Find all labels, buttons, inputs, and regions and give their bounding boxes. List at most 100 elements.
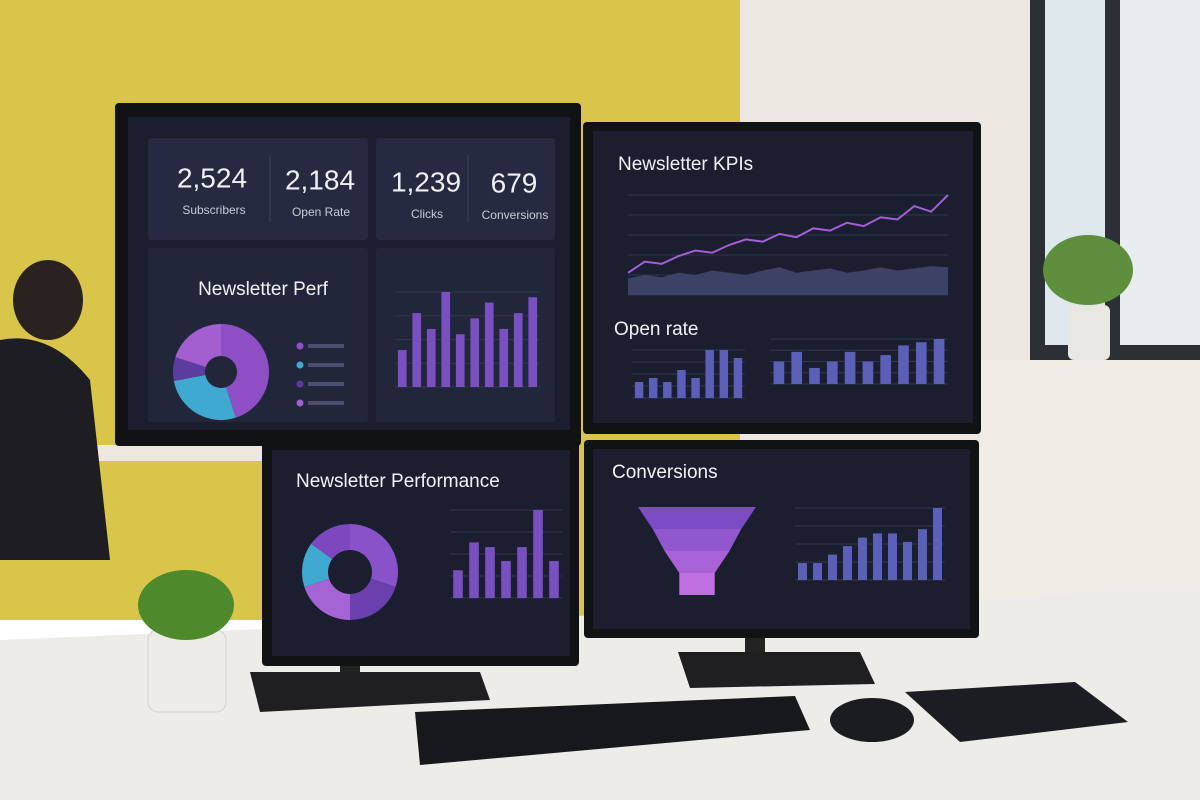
keyboard: [415, 696, 810, 765]
bar: [898, 345, 909, 384]
notebook: [905, 682, 1128, 742]
bar: [880, 355, 892, 384]
bar: [705, 350, 714, 398]
panel-title: Open rate: [614, 319, 699, 340]
bar: [549, 560, 559, 598]
legend-text: [308, 344, 344, 348]
screen: [593, 449, 970, 629]
window-pane: [1120, 0, 1200, 345]
bar: [828, 554, 837, 580]
bar: [773, 361, 785, 384]
bar: [933, 339, 945, 384]
pie-slice: [350, 524, 398, 587]
pie-slice: [173, 374, 236, 420]
panel-title: Conversions: [612, 462, 718, 483]
bar: [791, 351, 803, 384]
panel-title: Newsletter Perf: [198, 279, 329, 300]
bar: [844, 351, 856, 384]
bar: [858, 537, 867, 580]
bar: [412, 313, 422, 387]
plant: [138, 570, 234, 640]
plant: [1043, 235, 1133, 305]
bar: [918, 529, 927, 580]
bar: [933, 508, 942, 580]
funnel-step: [664, 551, 730, 573]
funnel-step: [679, 573, 715, 595]
bar: [798, 563, 807, 580]
bar: [826, 361, 838, 384]
bar: [915, 342, 927, 384]
kpi-label: Conversions: [482, 208, 549, 222]
kpi-label: Subscribers: [182, 203, 245, 217]
legend-text: [308, 401, 344, 405]
plant-pot: [1068, 305, 1110, 360]
pie-slice: [304, 578, 350, 620]
legend-dot: [296, 361, 304, 369]
bar: [453, 570, 463, 598]
bar: [426, 328, 436, 387]
person-head: [13, 260, 83, 340]
bar: [862, 361, 874, 384]
funnel-step: [638, 507, 756, 529]
plant-pot: [147, 629, 227, 713]
panel: [376, 248, 555, 422]
bar: [733, 358, 743, 398]
funnel-step: [652, 529, 742, 551]
stand-base: [250, 672, 490, 712]
kpi-value: 2,184: [285, 164, 355, 195]
bar: [528, 297, 538, 387]
bar: [485, 547, 495, 598]
pie-slice: [173, 357, 206, 381]
bar: [903, 541, 912, 580]
bar: [809, 367, 820, 384]
area: [628, 266, 948, 295]
sill: [980, 360, 1200, 620]
bar: [873, 533, 882, 580]
stand-base: [678, 652, 875, 688]
mouse: [830, 698, 914, 742]
legend-text: [308, 363, 344, 367]
bar: [691, 378, 700, 398]
panel-title: Newsletter KPIs: [618, 154, 753, 175]
kpi-value: 679: [491, 167, 538, 198]
pie-slice: [221, 324, 270, 418]
line: [627, 194, 949, 274]
panel: [376, 138, 555, 240]
bar: [663, 382, 672, 398]
bar: [813, 563, 822, 580]
bar: [397, 350, 407, 387]
pie-slice: [175, 324, 221, 368]
bar: [517, 547, 527, 598]
kpi-label: Clicks: [411, 207, 443, 221]
pie-slice: [311, 524, 350, 560]
bar: [441, 292, 451, 387]
legend-dot: [296, 342, 304, 350]
person-body: [0, 338, 110, 560]
bar: [484, 302, 494, 387]
bar: [470, 318, 480, 387]
bar: [469, 542, 479, 598]
pie-slice: [301, 543, 333, 587]
legend-text: [308, 382, 344, 386]
charts: [173, 194, 949, 620]
bar: [513, 313, 523, 387]
kpi-value: 1,239: [391, 166, 461, 197]
bar: [499, 328, 509, 387]
bar: [719, 350, 729, 398]
panel-title: Newsletter Performance: [296, 471, 500, 492]
kpi-value: 2,524: [177, 162, 247, 193]
bar: [533, 510, 543, 598]
legend-dot: [296, 399, 304, 407]
panel: [148, 138, 368, 240]
bar: [455, 334, 465, 387]
pie-slice: [350, 578, 396, 620]
kpi-label: Open Rate: [292, 205, 350, 219]
bar: [501, 560, 511, 598]
bar: [888, 533, 897, 580]
bar: [648, 378, 658, 398]
bar: [634, 382, 644, 398]
legend-dot: [296, 380, 304, 388]
bar: [843, 546, 852, 580]
